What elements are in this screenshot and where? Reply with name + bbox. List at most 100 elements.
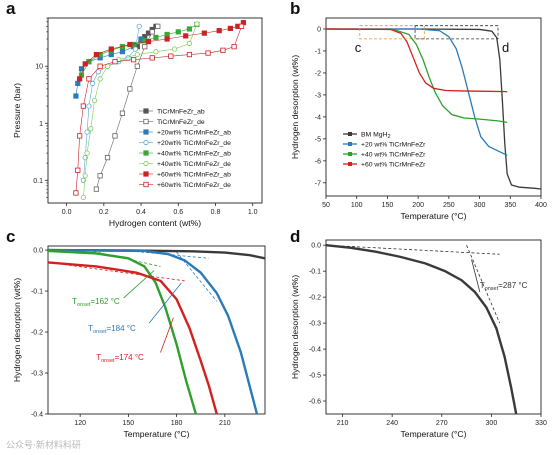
- panel-a: 0.0 0.2 0.4 0.6 0.8 1.0 0.1 1 10 Hydrogen content…: [6, 0, 263, 228]
- y-tick-label: -0.1: [309, 269, 321, 276]
- x-tick-label: 1.0: [248, 209, 258, 216]
- x-tick-label: 250: [443, 202, 455, 209]
- data-point: [231, 44, 237, 50]
- legend-label: +20wt% TiCrMnFeZr_de: [157, 140, 231, 147]
- data-point: [145, 39, 152, 45]
- zoom-box-d: [414, 25, 499, 40]
- data-point: [90, 80, 96, 86]
- onset-subscript: onset: [77, 302, 91, 308]
- series-line: [96, 26, 159, 190]
- data-point: [112, 59, 118, 65]
- x-tick-label: 150: [123, 420, 135, 427]
- data-point: [186, 40, 193, 47]
- y-tick-label: -0.2: [309, 295, 321, 302]
- onset-value: =162 °C: [90, 297, 119, 306]
- y-tick-label: -1: [315, 48, 321, 55]
- y-tick-label: 0.0: [311, 243, 321, 250]
- data-point: [112, 133, 118, 139]
- x-tick-label: 0.8: [211, 209, 221, 216]
- data-point: [80, 103, 86, 109]
- x-tick-label: 100: [351, 202, 363, 209]
- x-tick-label: 270: [436, 420, 448, 427]
- data-point: [220, 47, 226, 53]
- x-tick-label: 0.0: [62, 209, 72, 216]
- data-point: [168, 53, 174, 59]
- onset-annotation: Tonset=162 °C: [72, 270, 155, 308]
- data-point: [186, 26, 193, 32]
- onset-label: Tonset=287 °C: [480, 281, 528, 292]
- data-point: [97, 76, 103, 82]
- y-tick-label: -4: [315, 114, 321, 121]
- data-point: [186, 51, 193, 58]
- annotation-arrow: [160, 317, 174, 353]
- x-axis-title: Temperature (°C): [124, 429, 190, 439]
- x-tick-label: 300: [474, 202, 486, 209]
- annotation-arrow: [148, 282, 182, 324]
- y-axis-title: Hydrogen desorption (wt%): [290, 55, 300, 159]
- data-point: [82, 61, 88, 67]
- panel-letter-d: d: [290, 227, 300, 246]
- data-point: [82, 154, 88, 161]
- y-axis-title: Hydrogen desorption (wt%): [12, 278, 22, 382]
- y-tick-label: -5: [315, 136, 321, 143]
- legend: TiCrMnFeZr_ab TiCrMnFeZr_de +20wt% TiCrMnF…: [139, 108, 231, 189]
- onset-annotation: Tonset=174 °C: [96, 317, 174, 364]
- plot-frame: [325, 239, 542, 415]
- onset-value: =184 °C: [107, 324, 136, 333]
- x-tick-label: 120: [74, 420, 86, 427]
- data-point: [84, 150, 90, 156]
- series--60wt-ticrmnfezr-de: [73, 23, 245, 196]
- series--20-wt-ticrmnfezr: [48, 248, 259, 414]
- data-point: [164, 36, 170, 42]
- plot-area: [48, 248, 265, 414]
- panel-d: 210 240 270 300 330 0.0 -0.1 -0.2 -0.3 -0.4 -0.5 -0…: [290, 227, 547, 439]
- legend-label: BM MgH2: [361, 131, 391, 140]
- data-point: [86, 103, 92, 109]
- annotation-arrow: [123, 270, 155, 299]
- legend-label: +40wt% TiCrMnFeZr_de: [157, 161, 231, 168]
- y-tick-label: -0.2: [31, 330, 43, 337]
- y-tick-label: 0.1: [33, 178, 43, 185]
- y-tick-label: -0.3: [309, 321, 321, 328]
- x-tick-label: 210: [337, 420, 349, 427]
- tangent-line: [326, 244, 500, 255]
- data-point: [84, 129, 90, 135]
- data-point: [119, 49, 126, 55]
- data-point: [77, 133, 83, 139]
- data-point: [78, 66, 85, 72]
- data-point: [91, 97, 98, 104]
- data-point: [143, 181, 149, 188]
- x-tick-label: 0.2: [99, 209, 109, 216]
- data-point: [143, 150, 149, 156]
- data-point: [143, 118, 149, 125]
- data-point: [134, 51, 140, 58]
- panel-b: 50 100 150 200 250 300 350 400 0 -1 -2 -3 -4 -5 -6 -7 Te…: [290, 0, 547, 221]
- legend-marker: [348, 152, 352, 156]
- onset-value: =287 °C: [498, 281, 527, 290]
- onset-t: T: [96, 353, 101, 362]
- data-point: [136, 23, 142, 29]
- series--60-wt-ticrmnfezr: [326, 28, 508, 93]
- legend-marker: [348, 162, 352, 166]
- data-point: [171, 46, 178, 52]
- plot-frame: [47, 245, 266, 415]
- data-point: [153, 49, 159, 55]
- plot-area: [326, 28, 541, 190]
- y-tick-label: -0.4: [309, 347, 321, 354]
- legend-label: +20wt% TiCrMnFeZr_ab: [157, 129, 231, 136]
- y-tick-label: -0.4: [31, 412, 43, 419]
- annotation-arrow: [471, 259, 481, 293]
- series--20wt-ticrmnfezr-de: [80, 23, 142, 183]
- data-point: [73, 93, 79, 99]
- x-tick-label: 330: [535, 420, 547, 427]
- y-tick-label: -0.5: [309, 373, 321, 380]
- x-tick-label: 0.4: [136, 209, 146, 216]
- subscript: 2: [387, 134, 390, 140]
- zoom-label-c: c: [355, 40, 362, 55]
- data-point: [227, 25, 233, 32]
- legend-marker: [348, 132, 352, 136]
- data-point: [143, 108, 149, 114]
- series-ticrmnfezr-de: [93, 23, 161, 192]
- panel-letter-b: b: [290, 0, 300, 18]
- y-tick-label: 10: [35, 64, 43, 71]
